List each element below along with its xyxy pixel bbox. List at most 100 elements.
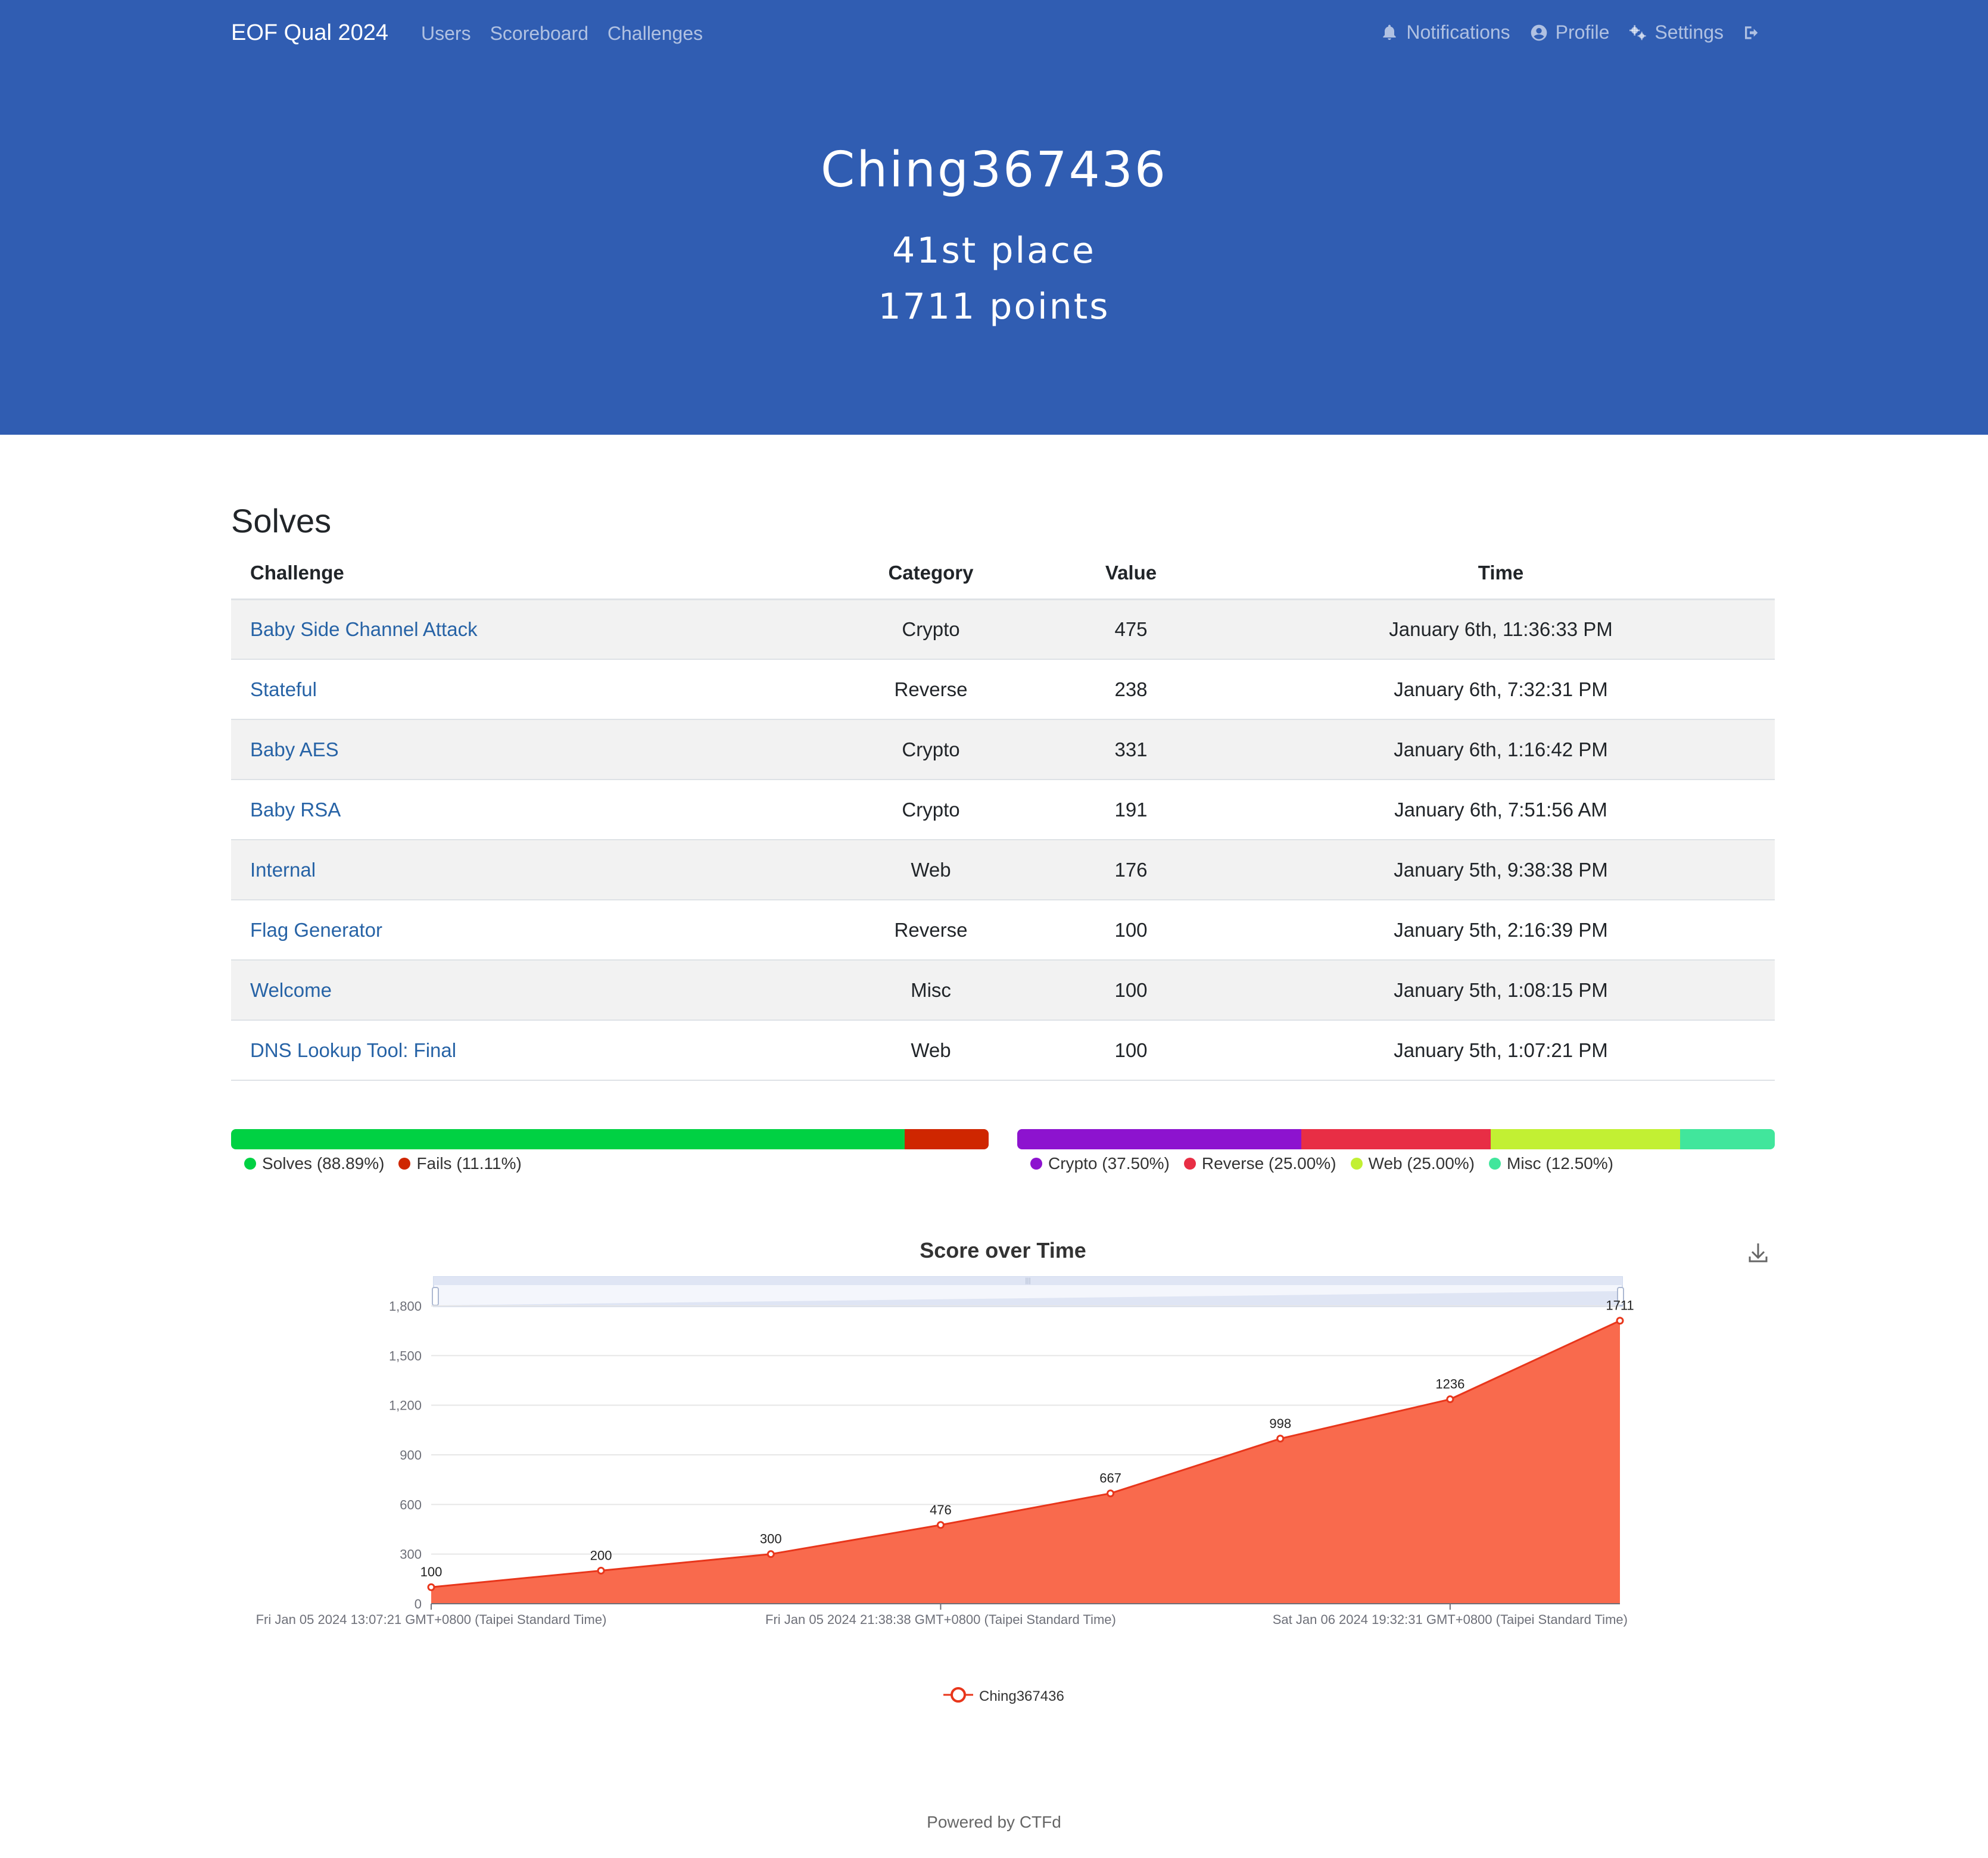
col-challenge: Challenge [231, 548, 827, 600]
data-point [1446, 1395, 1454, 1404]
gears-icon [1629, 24, 1646, 40]
user-points: 1711 points [878, 286, 1110, 328]
chart-legend[interactable]: Ching367436 [943, 1687, 1064, 1704]
legend-label: Crypto (37.50%) [1048, 1154, 1170, 1173]
legend-item-reverse[interactable]: Reverse (25.00%) [1183, 1154, 1336, 1173]
legend-item-web[interactable]: Web (25.00%) [1350, 1154, 1475, 1173]
sign-out-icon [1745, 26, 1758, 39]
col-value: Value [1035, 548, 1227, 600]
nav-challenges[interactable]: Challenges [607, 23, 703, 44]
value-cell: 238 [1035, 659, 1227, 720]
legend-dot [1489, 1158, 1501, 1170]
challenge-link[interactable]: Internal [250, 858, 316, 881]
svg-text:|||: ||| [1025, 1276, 1030, 1285]
time-cell: January 5th, 1:08:15 PM [1227, 960, 1775, 1021]
table-row: Internal Web 176 January 5th, 9:38:38 PM [231, 840, 1775, 900]
user-header: EOF Qual 2024 Users Scoreboard Challenge… [0, 0, 1988, 435]
legend-item-solves[interactable]: Solves (88.89%) [244, 1154, 384, 1173]
y-tick-label: 900 [400, 1448, 422, 1463]
data-label: 1236 [1435, 1377, 1464, 1392]
series-points [427, 1317, 1624, 1591]
time-cell: January 5th, 9:38:38 PM [1227, 840, 1775, 900]
legend-dot [1183, 1158, 1196, 1170]
brand-link[interactable]: EOF Qual 2024 [231, 20, 389, 45]
footer-powered-by[interactable]: Powered by CTFd [927, 1813, 1061, 1831]
time-cell: January 6th, 11:36:33 PM [1227, 599, 1775, 660]
solves-table: Challenge Category Value Time Baby Side … [231, 548, 1775, 1081]
x-tick-label: Sat Jan 06 2024 19:32:31 GMT+0800 (Taipe… [1273, 1612, 1628, 1627]
challenge-link[interactable]: Baby RSA [250, 798, 341, 821]
user-circle-icon [1531, 24, 1547, 40]
series-area [431, 1320, 1621, 1604]
challenge-link[interactable]: DNS Lookup Tool: Final [250, 1039, 457, 1061]
value-cell: 331 [1035, 719, 1227, 780]
time-cell: January 5th, 1:07:21 PM [1227, 1020, 1775, 1081]
table-row: Baby RSA Crypto 191 January 6th, 7:51:56… [231, 780, 1775, 840]
x-tick-label: Fri Jan 05 2024 13:07:21 GMT+0800 (Taipe… [256, 1612, 607, 1627]
category-cell: Misc [827, 960, 1035, 1021]
zoom-handle-left[interactable] [432, 1287, 439, 1306]
category-breakdown-bar [1017, 1129, 1775, 1149]
time-cell: January 6th, 1:16:42 PM [1227, 719, 1775, 780]
zoom-handle-right[interactable] [1617, 1287, 1624, 1306]
legend-label: Web (25.00%) [1368, 1154, 1475, 1173]
value-cell: 176 [1035, 840, 1227, 900]
data-point [427, 1583, 435, 1591]
legend-dot [244, 1158, 256, 1170]
value-cell: 100 [1035, 1020, 1227, 1081]
nav-settings[interactable]: Settings [1628, 21, 1724, 43]
data-point [1616, 1317, 1624, 1325]
y-tick-label: 300 [400, 1547, 422, 1562]
category-cell: Reverse [827, 659, 1035, 720]
value-cell: 191 [1035, 780, 1227, 840]
challenge-link[interactable]: Stateful [250, 678, 317, 700]
legend-item-misc[interactable]: Misc (12.50%) [1489, 1154, 1613, 1173]
category-cell: Web [827, 1020, 1035, 1081]
category-breakdown-legend: Crypto (37.50%) Reverse (25.00%) Web (25… [1030, 1154, 1613, 1173]
category-cell: Crypto [827, 780, 1035, 840]
table-row: Baby AES Crypto 331 January 6th, 1:16:42… [231, 719, 1775, 780]
nav-user-links: Notifications Profile Settings [1380, 21, 1762, 43]
zoom-slider[interactable]: ||| [432, 1276, 1624, 1307]
download-icon[interactable] [1749, 1243, 1768, 1262]
solves-title: Solves [231, 502, 332, 540]
y-tick-label: 600 [400, 1497, 422, 1512]
value-cell: 100 [1035, 960, 1227, 1021]
nav-scoreboard[interactable]: Scoreboard [490, 23, 588, 44]
legend-label: Fails (11.11%) [416, 1154, 522, 1173]
user-name: Ching367436 [820, 142, 1168, 198]
legend-item-crypto[interactable]: Crypto (37.50%) [1030, 1154, 1170, 1173]
col-time: Time [1227, 548, 1775, 600]
nav-notifications[interactable]: Notifications [1380, 21, 1510, 43]
solve-percentage-bar [231, 1129, 989, 1149]
nav-users[interactable]: Users [421, 23, 471, 44]
table-row: DNS Lookup Tool: Final Web 100 January 5… [231, 1020, 1775, 1081]
challenge-link[interactable]: Flag Generator [250, 918, 382, 941]
data-label: 100 [420, 1564, 443, 1579]
legend-dot [398, 1158, 411, 1170]
challenge-link[interactable]: Baby Side Channel Attack [250, 618, 478, 640]
y-tick-label: 1,500 [389, 1348, 422, 1363]
nav-settings-label: Settings [1654, 21, 1724, 43]
solve-percentage-legend: Solves (88.89%) Fails (11.11%) [244, 1154, 522, 1173]
user-place: 41st place [892, 230, 1096, 272]
data-label: 667 [1099, 1471, 1121, 1486]
data-point [597, 1566, 605, 1575]
legend-label: Misc (12.50%) [1507, 1154, 1613, 1173]
misc-segment [1680, 1129, 1775, 1149]
legend-label: Reverse (25.00%) [1201, 1154, 1336, 1173]
data-point [936, 1521, 945, 1529]
category-cell: Crypto [827, 719, 1035, 780]
score-chart-svg: Score over Time ||| 0 300 600 900 1,200 1,500… [256, 1238, 1768, 1704]
data-point [1107, 1489, 1115, 1498]
data-label: 200 [590, 1548, 612, 1563]
challenge-link[interactable]: Baby AES [250, 738, 339, 760]
legend-item-fails[interactable]: Fails (11.11%) [398, 1154, 522, 1173]
nav-logout[interactable] [1743, 23, 1762, 42]
nav-profile[interactable]: Profile [1529, 21, 1609, 43]
category-cell: Crypto [827, 599, 1035, 660]
challenge-link[interactable]: Welcome [250, 978, 332, 1001]
crypto-segment [1017, 1129, 1301, 1149]
category-cell: Web [827, 840, 1035, 900]
score-area [431, 1320, 1620, 1604]
